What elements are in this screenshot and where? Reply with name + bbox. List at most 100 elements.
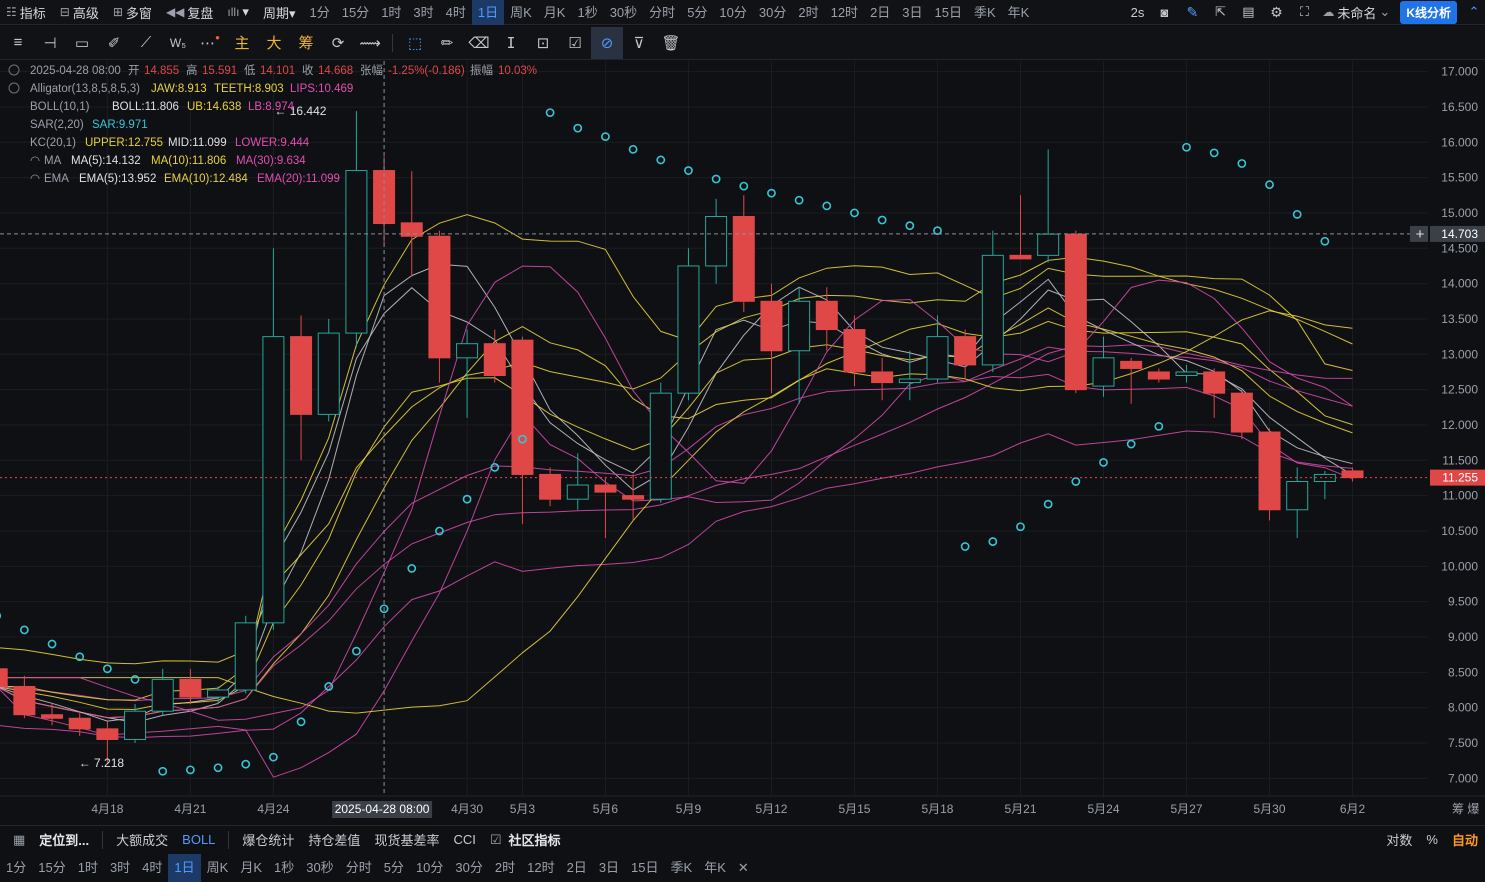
period-tab[interactable]: 15分 (38, 860, 66, 875)
indicators-menu[interactable]: ☷ 指标 (0, 0, 54, 25)
bell-icon[interactable]: ◠ (30, 155, 40, 167)
filter-icon[interactable]: ⊽ (633, 34, 645, 52)
menu-icon[interactable]: ≡ (13, 34, 23, 51)
boll-tab[interactable]: BOLL (182, 832, 216, 847)
period-tab[interactable]: 10分 (415, 860, 444, 875)
period-tab[interactable]: 分时 (649, 4, 676, 20)
refresh-interval[interactable]: 2s (1130, 4, 1145, 20)
lock-icon[interactable]: ⊡ (536, 34, 550, 52)
kline-analysis-button[interactable]: K线分析 (1400, 0, 1457, 24)
period-tab[interactable]: 季K (670, 860, 693, 875)
period-tab[interactable]: 1日 (471, 0, 505, 25)
period-tab[interactable]: 月K (543, 4, 566, 20)
period-tab[interactable]: 10分 (719, 4, 747, 20)
period-tab[interactable]: 4时 (142, 860, 163, 875)
pen-icon[interactable]: ✎ (1186, 3, 1199, 20)
community-icon[interactable]: ☑ (489, 831, 502, 847)
period-tab[interactable]: 1分 (309, 4, 330, 20)
horizontal-line-icon[interactable]: ⊣ (43, 34, 57, 52)
period-tab[interactable]: 30秒 (306, 860, 334, 875)
multi-window-menu[interactable]: ⊞ 多窗 (107, 0, 160, 25)
x-tick-label: 5月12 (755, 802, 787, 816)
chips-tool[interactable]: 筹 (298, 35, 314, 52)
locate-to-button[interactable]: 定位到... (39, 833, 90, 848)
advanced-menu[interactable]: ⊟ 高级 (54, 0, 107, 25)
bell-icon[interactable]: ◠ (30, 173, 40, 185)
strategy-icon[interactable]: ⟳ (331, 34, 345, 52)
kline-chart[interactable]: + ← 16.442 ← 7.218 17.000 16.500 16.000 15.50… (0, 61, 1485, 825)
rectangle-icon[interactable]: ▭ (74, 34, 90, 52)
close-icon[interactable]: ✕ (737, 860, 749, 875)
period-tab[interactable]: 15分 (341, 4, 370, 20)
period-tab[interactable]: 3时 (413, 4, 434, 20)
collapse-icon[interactable]: ⌃ (1468, 4, 1480, 19)
magnet-icon[interactable]: ⊘ (591, 26, 623, 59)
replay-menu[interactable]: ◀◀ 复盘 (160, 0, 221, 25)
kc-upper: UPPER:12.755 (85, 137, 163, 149)
period-tab[interactable]: 1分 (6, 860, 27, 875)
share-icon[interactable]: ⇱ (1214, 4, 1226, 19)
cci-tab[interactable]: CCI (453, 832, 476, 847)
period-tab[interactable]: 15日 (631, 860, 659, 875)
period-tab[interactable]: 周K (510, 4, 532, 20)
period-tab[interactable]: 3日 (902, 4, 923, 20)
period-tab[interactable]: 1秒 (273, 860, 295, 875)
gear-icon[interactable]: ⚙ (1270, 3, 1283, 20)
period-tab[interactable]: 月K (240, 860, 262, 875)
period-tab[interactable]: 1时 (77, 860, 98, 875)
large-order-tool[interactable]: 大 (266, 35, 282, 52)
trend-line-icon[interactable]: ⟋ (140, 34, 152, 51)
period-tab[interactable]: 5分 (383, 860, 404, 875)
large-trade-tab[interactable]: 大额成交 (116, 833, 169, 848)
period-tab[interactable]: 4时 (445, 4, 466, 20)
main-chart-tool[interactable]: 主 (234, 35, 250, 52)
ruler-icon[interactable]: ⟿ (359, 34, 381, 52)
period-tab[interactable]: 30分 (758, 4, 787, 20)
period-tab[interactable]: 季K (974, 4, 996, 20)
x-tick-label: 5月15 (838, 802, 870, 816)
period-tab[interactable]: 2日 (870, 4, 891, 20)
log-scale-button[interactable]: 对数 (1386, 833, 1413, 848)
wave-icon[interactable]: W₅ (169, 35, 187, 50)
period-tab[interactable]: 周K (206, 860, 229, 875)
period-tab[interactable]: 分时 (345, 860, 372, 875)
period-tab[interactable]: 年K (1007, 4, 1030, 20)
brush-icon[interactable]: ✐ (107, 34, 121, 52)
period-tab[interactable]: 30分 (455, 860, 483, 875)
trash-icon[interactable]: 🗑 (661, 34, 681, 52)
period-menu[interactable]: 周期▾ (257, 0, 304, 25)
layout-name-menu[interactable]: ☁ 未命名 ⌄ (1318, 0, 1394, 25)
save-layout-icon[interactable]: ▤ (1242, 4, 1255, 19)
position-diff-tab[interactable]: 持仓差值 (308, 833, 361, 848)
period-tab[interactable]: 1时 (381, 4, 402, 20)
edit-icon[interactable]: ☑ (568, 34, 582, 52)
candle-body (539, 473, 562, 500)
more-icon[interactable]: ⋯ ● (200, 33, 220, 52)
period-tab[interactable]: 5分 (687, 4, 708, 20)
select-tool-icon[interactable]: ⬚ (407, 34, 423, 52)
candles-icon[interactable]: ⵊ (507, 34, 515, 52)
candle-type-menu[interactable]: ıllı ▾ (221, 0, 257, 25)
period-tab[interactable]: 2日 (566, 860, 587, 875)
period-tab[interactable]: 1日 (168, 854, 201, 882)
grid-small-icon[interactable]: ▦ (13, 831, 26, 847)
pencil-icon[interactable]: ✏ (440, 34, 454, 52)
period-tab[interactable]: 年K (704, 860, 726, 875)
period-tab[interactable]: 1秒 (577, 4, 598, 20)
period-tab[interactable]: 2时 (798, 4, 819, 20)
period-tab[interactable]: 30秒 (609, 4, 638, 20)
period-tab[interactable]: 3时 (109, 860, 131, 875)
fullscreen-icon[interactable]: ⛶ (1299, 4, 1309, 19)
liquidation-tab[interactable]: 爆仓统计 (242, 833, 295, 848)
period-tab[interactable]: 12时 (527, 860, 555, 875)
percent-scale-button[interactable]: % (1426, 832, 1438, 847)
eraser-icon[interactable]: ⌫ (468, 34, 490, 52)
auto-scale-button[interactable]: 自动 (1451, 833, 1478, 848)
period-tab[interactable]: 12时 (830, 4, 859, 20)
community-indicators[interactable]: 社区指标 (508, 833, 561, 848)
period-tab[interactable]: 2时 (494, 860, 516, 875)
spot-premium-tab[interactable]: 现货基差率 (374, 833, 440, 848)
camera-icon[interactable]: ◙ (1160, 4, 1169, 20)
period-tab[interactable]: 3日 (598, 860, 620, 875)
period-tab[interactable]: 15日 (934, 4, 962, 20)
